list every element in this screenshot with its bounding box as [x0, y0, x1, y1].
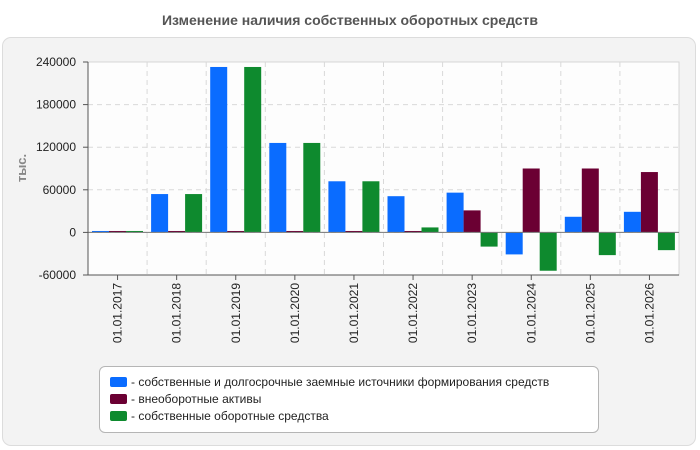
bar [421, 227, 439, 233]
bar [210, 66, 228, 233]
bar [539, 232, 557, 271]
y-tick-label: -60000 [39, 268, 77, 282]
bar [244, 66, 262, 233]
x-tick-label: 01.01.2020 [288, 283, 302, 343]
bar [657, 232, 675, 251]
bar [126, 230, 143, 233]
bar [387, 196, 405, 233]
bar [185, 194, 203, 233]
legend-swatch [110, 376, 127, 387]
bar [227, 230, 245, 233]
bars-group [92, 66, 675, 271]
bar [480, 232, 498, 247]
legend: - собственные и долгосрочные заемные ист… [99, 366, 599, 433]
bar [109, 230, 126, 233]
bar [522, 168, 540, 233]
legend-label: - собственные и долгосрочные заемные ист… [131, 374, 550, 389]
y-tick-label: 180000 [36, 98, 76, 112]
bar [463, 210, 481, 233]
x-tick-label: 01.01.2024 [524, 283, 538, 343]
x-tick-labels: 01.01.2017 01.01.2018 01.01.2019 01.01.2020… [111, 275, 656, 343]
bar [362, 181, 380, 233]
x-tick-label: 01.01.2026 [642, 283, 656, 343]
y-tick-label: 60000 [43, 183, 77, 197]
bar [623, 211, 641, 233]
x-tick-label: 01.01.2021 [347, 283, 361, 343]
x-tick-label: 01.01.2023 [465, 283, 479, 343]
bar [505, 232, 523, 255]
x-tick-label: 01.01.2022 [406, 283, 420, 343]
y-tick-label: 0 [69, 225, 76, 239]
bar [446, 192, 464, 233]
bar [92, 230, 109, 233]
bar [168, 230, 186, 233]
chart-title: Изменение наличия собственных оборотных … [161, 12, 539, 28]
bar [564, 216, 582, 233]
bar [345, 230, 363, 233]
legend-label: - внеоборотные активы [131, 391, 262, 406]
bar [151, 194, 169, 233]
y-tick-label: 120000 [36, 140, 76, 154]
bar [598, 232, 616, 256]
y-tick-labels: 240000 180000 120000 60000 0 -60000 [36, 55, 88, 282]
bar [581, 168, 599, 233]
bar [640, 172, 658, 233]
bar [328, 181, 346, 233]
plot-area [87, 61, 680, 276]
y-axis-label: тыс. [14, 154, 29, 182]
legend-item: - собственные и долгосрочные заемные ист… [110, 373, 598, 390]
bar [286, 230, 304, 233]
bar [269, 142, 287, 233]
axes [87, 62, 679, 276]
bar [303, 142, 321, 233]
legend-swatch [110, 393, 127, 404]
y-tick-label: 240000 [36, 55, 76, 69]
bar [404, 230, 422, 233]
legend-item: - внеоборотные активы [110, 390, 598, 407]
x-tick-label: 01.01.2017 [111, 283, 125, 343]
x-tick-label: 01.01.2019 [229, 283, 243, 343]
legend-swatch [110, 410, 127, 421]
x-tick-label: 01.01.2018 [170, 283, 184, 343]
legend-label: - собственные оборотные средства [131, 408, 329, 423]
x-tick-label: 01.01.2025 [583, 283, 597, 343]
legend-item: - собственные оборотные средства [110, 407, 598, 424]
